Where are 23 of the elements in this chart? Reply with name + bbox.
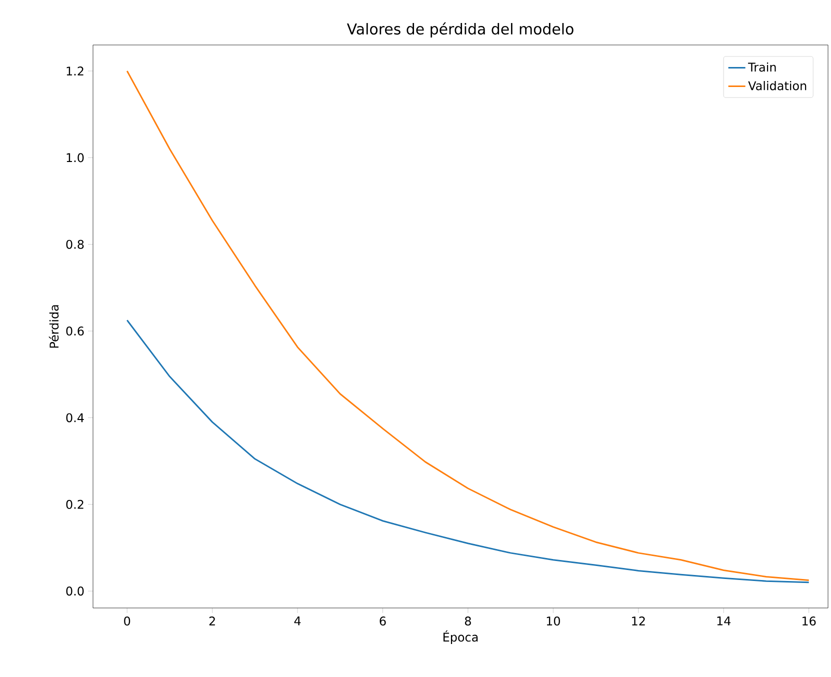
x-tick-label: 14 — [717, 616, 731, 626]
chart-title: Valores de pérdida del modelo — [346, 22, 574, 38]
legend-label: Validation — [748, 81, 806, 90]
line-series — [126, 319, 810, 584]
y-tick-label: 1.0 — [66, 153, 84, 162]
y-tick-label: 0.6 — [66, 326, 84, 336]
x-tick-label: 8 — [464, 616, 471, 626]
y-tick-label: 1.2 — [66, 66, 84, 76]
y-tick-label: 0.2 — [66, 500, 84, 509]
x-axis-title: Época — [444, 630, 478, 644]
x-tick-label: 10 — [546, 616, 560, 626]
x-tick-label: 6 — [380, 616, 386, 626]
legend-label: Train — [748, 62, 776, 72]
x-tick-label: 16 — [802, 616, 816, 626]
x-tick-label: 12 — [632, 616, 645, 626]
x-tick-label: 2 — [209, 616, 215, 626]
x-tick-label: 4 — [294, 616, 301, 626]
x-tick-label: 0 — [124, 616, 130, 626]
y-tick-label: 0.4 — [66, 413, 84, 422]
y-axis-title: Pérdida — [48, 305, 59, 348]
line-series — [126, 70, 810, 581]
y-tick-label: 0.0 — [66, 586, 84, 596]
y-tick-label: 0.8 — [66, 240, 84, 249]
